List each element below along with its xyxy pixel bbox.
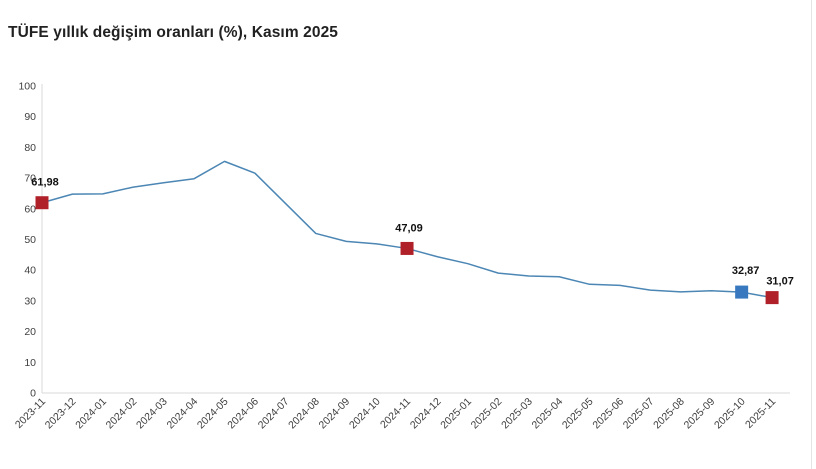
x-tick-label: 2025-06	[590, 396, 626, 432]
x-tick-label: 2025-09	[682, 396, 718, 432]
container-right-border	[811, 0, 812, 469]
y-tick-label: 10	[24, 357, 36, 369]
data-point-label-2024-11: 47,09	[395, 222, 423, 234]
data-point-marker-2024-11	[400, 241, 414, 255]
y-tick-label: 70	[24, 173, 36, 185]
chart-title: TÜFE yıllık değişim oranları (%), Kasım …	[8, 24, 339, 41]
x-tick-label: 2024-02	[104, 396, 140, 432]
x-tick-label: 2024-07	[256, 396, 292, 432]
x-tick-label: 2024-01	[73, 396, 109, 432]
data-point-label-2025-11: 31,07	[766, 276, 794, 288]
x-tick-label: 2024-03	[134, 396, 170, 432]
x-tick-label: 2025-04	[530, 396, 566, 432]
x-tick-label: 2025-10	[712, 396, 748, 432]
data-point-marker-2025-11	[765, 291, 779, 305]
y-tick-label: 20	[24, 326, 36, 338]
y-tick-label: 0	[30, 388, 36, 400]
y-tick-label: 100	[18, 81, 36, 93]
y-tick-label: 50	[24, 234, 36, 246]
x-tick-label: 2024-12	[408, 396, 444, 432]
x-tick-label: 2025-02	[469, 396, 505, 432]
x-tick-label: 2023-12	[43, 396, 79, 432]
data-point-label-2023-11: 61,98	[31, 177, 59, 189]
x-tick-label: 2024-09	[317, 396, 353, 432]
x-tick-label: 2025-05	[560, 396, 596, 432]
x-tick-label: 2025-01	[438, 396, 474, 432]
x-tick-label: 2025-11	[743, 396, 778, 431]
y-tick-label: 30	[24, 295, 36, 307]
x-tick-label: 2025-08	[651, 396, 687, 432]
x-tick-label: 2024-04	[164, 396, 200, 432]
data-point-marker-2023-11	[35, 196, 49, 210]
x-tick-label: 2025-03	[499, 396, 535, 432]
y-tick-label: 90	[24, 111, 36, 123]
x-tick-label: 2024-05	[195, 396, 231, 432]
data-point-label-2025-10: 32,87	[732, 265, 760, 277]
y-tick-label: 80	[24, 142, 36, 154]
x-tick-label: 2024-08	[286, 396, 322, 432]
data-point-marker-2025-10	[735, 285, 749, 299]
x-tick-label: 2023-11	[13, 396, 48, 431]
y-tick-label: 40	[24, 265, 36, 277]
x-tick-label: 2025-07	[621, 396, 657, 432]
x-tick-label: 2024-06	[225, 396, 261, 432]
x-tick-label: 2024-11	[378, 396, 413, 431]
x-tick-label: 2024-10	[347, 396, 383, 432]
y-tick-label: 60	[24, 203, 36, 215]
